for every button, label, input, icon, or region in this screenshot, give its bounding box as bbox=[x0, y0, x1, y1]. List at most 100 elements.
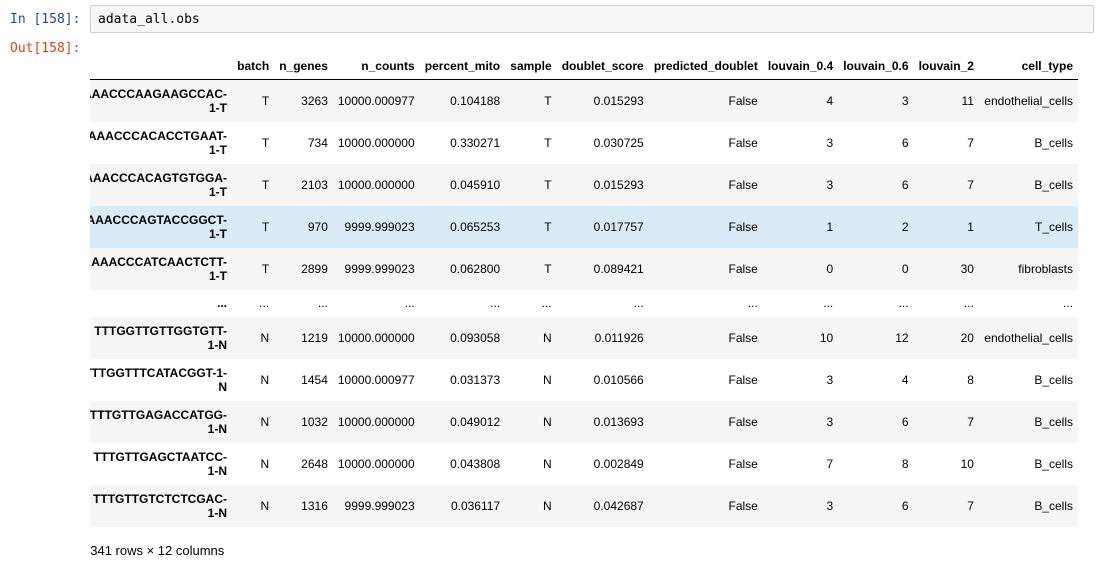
col-header-n-genes: n_genes bbox=[274, 52, 333, 80]
cell-louvain-0-6: 6 bbox=[901, 414, 909, 429]
cell-predicted-doublet: False bbox=[728, 135, 758, 150]
cell-percent-mito: 0.062800 bbox=[450, 261, 501, 276]
cell-n-counts: 9999.999023 bbox=[344, 498, 415, 513]
row-index: AAACCCACACCTGAAT- 1-T bbox=[90, 122, 232, 164]
table-row: AAACCCACACCTGAAT- 1-T T 734 10000.000000 0.33… bbox=[90, 121, 1078, 164]
code-cell-input[interactable]: adata_all.obs bbox=[90, 5, 1094, 33]
cell-batch: T bbox=[261, 261, 270, 276]
cell-predicted-doublet: False bbox=[728, 498, 758, 513]
cell-louvain-0-4: 7 bbox=[826, 456, 834, 471]
table-row: .................................... bbox=[90, 289, 1078, 317]
cell-n-genes: 1032 bbox=[301, 414, 328, 429]
cell-cell-type: endothelial_cells bbox=[984, 330, 1073, 345]
cell-cell-type: B_cells bbox=[1034, 456, 1073, 471]
cell-n-genes: 2648 bbox=[301, 456, 328, 471]
row-index-line-2: 1-T bbox=[209, 100, 227, 115]
cell-louvain-0-6: 2 bbox=[901, 219, 909, 234]
cell-louvain-0-4: 1 bbox=[826, 219, 834, 234]
cell-n-genes: 3263 bbox=[301, 93, 328, 108]
table-row: AAACCCACAGTGTGGA- 1-T T 2103 10000.000000 0.0… bbox=[90, 163, 1078, 206]
cell-doublet-score: 0.089421 bbox=[593, 261, 644, 276]
col-header-louvain-0-6: louvain_0.6 bbox=[838, 52, 914, 80]
row-index-line-1: TTTGGTTTCATACGGT-1- bbox=[90, 365, 227, 380]
row-index-line-1: ... bbox=[216, 296, 227, 310]
row-index-line-2: 1-T bbox=[209, 268, 227, 283]
cell-louvain-2: 8 bbox=[967, 372, 974, 387]
cell-doublet-score: ... bbox=[633, 296, 644, 310]
cell-louvain-0-6: 6 bbox=[901, 135, 909, 150]
cell-cell-type: B_cells bbox=[1034, 498, 1073, 513]
cell-n-genes: 2899 bbox=[301, 261, 328, 276]
cell-louvain-2: 10 bbox=[960, 456, 974, 471]
cell-sample: T bbox=[544, 135, 552, 150]
output-prompt: Out[158]: bbox=[10, 41, 81, 56]
cell-batch: T bbox=[261, 219, 270, 234]
row-index-line-1: TTTGTTGAGCTAATCC- bbox=[93, 449, 227, 464]
row-index-line-2: N bbox=[218, 379, 227, 394]
cell-cell-type: B_cells bbox=[1034, 372, 1073, 387]
dataframe-output: batch n_genes n_counts percent_mito samp… bbox=[90, 52, 1090, 527]
cell-sample: N bbox=[542, 498, 552, 513]
row-index-line-2: 1-N bbox=[207, 337, 227, 352]
col-header-percent-mito: percent_mito bbox=[419, 52, 506, 80]
cell-doublet-score: 0.013693 bbox=[593, 414, 644, 429]
cell-n-counts: 10000.000000 bbox=[337, 456, 415, 471]
row-index-line-2: 1-N bbox=[207, 463, 227, 478]
cell-cell-type: endothelial_cells bbox=[984, 93, 1073, 108]
cell-n-genes: ... bbox=[317, 296, 328, 310]
cell-louvain-0-6: 6 bbox=[901, 177, 909, 192]
dataframe-shape-text: 5341 rows × 12 columns bbox=[90, 543, 225, 558]
cell-predicted-doublet: False bbox=[728, 372, 758, 387]
col-header-batch: batch bbox=[232, 52, 275, 80]
cell-n-counts: 9999.999023 bbox=[344, 261, 415, 276]
col-header-louvain-0-4: louvain_0.4 bbox=[762, 52, 839, 80]
cell-batch: N bbox=[260, 456, 270, 471]
col-header-predicted-doublet: predicted_doublet bbox=[648, 52, 763, 80]
row-index: ... bbox=[90, 290, 232, 317]
cell-n-genes: 1219 bbox=[301, 330, 328, 345]
cell-louvain-0-4: 3 bbox=[826, 414, 834, 429]
cell-sample: T bbox=[544, 219, 552, 234]
row-index: AAACCCATCAACTCTT- 1-T bbox=[90, 248, 232, 290]
row-index-line-1: AAACCCATCAACTCTT- bbox=[91, 254, 227, 269]
cell-batch: N bbox=[260, 498, 270, 513]
cell-louvain-0-6: 4 bbox=[901, 372, 909, 387]
cell-percent-mito: 0.045910 bbox=[450, 177, 501, 192]
cell-predicted-doublet: False bbox=[728, 414, 758, 429]
cell-predicted-doublet: False bbox=[728, 177, 758, 192]
cell-louvain-2: 7 bbox=[967, 498, 974, 513]
cell-percent-mito: 0.065253 bbox=[450, 219, 501, 234]
cell-sample: ... bbox=[541, 296, 552, 310]
cell-louvain-0-4: 3 bbox=[826, 135, 834, 150]
row-index-line-2: 1-T bbox=[209, 226, 227, 241]
row-index-line-1: AAACCCAAGAAGCCAC- bbox=[90, 86, 227, 101]
cell-cell-type: ... bbox=[1062, 296, 1073, 310]
row-index-line-2: 1-T bbox=[209, 184, 227, 199]
row-index-line-1: TTTGGTTGTTGGTGTT- bbox=[94, 323, 227, 338]
cell-predicted-doublet: False bbox=[728, 219, 758, 234]
cell-louvain-0-6: 0 bbox=[901, 261, 909, 276]
index-header bbox=[90, 52, 232, 80]
cell-n-counts: 10000.000000 bbox=[337, 414, 415, 429]
cell-batch: T bbox=[261, 177, 270, 192]
cell-n-genes: 1316 bbox=[301, 498, 328, 513]
row-index: TTTGTTGAGCTAATCC- 1-N bbox=[90, 443, 232, 485]
cell-percent-mito: 0.043808 bbox=[450, 456, 501, 471]
cell-louvain-2: 7 bbox=[967, 414, 974, 429]
row-index: TTTGTTGAGACCATGG- 1-N bbox=[90, 401, 232, 443]
cell-doublet-score: 0.015293 bbox=[593, 93, 644, 108]
row-index-line-2: 1-N bbox=[207, 421, 227, 436]
cell-doublet-score: 0.010566 bbox=[593, 372, 644, 387]
cell-louvain-2: 1 bbox=[967, 219, 974, 234]
cell-louvain-0-6: 3 bbox=[901, 93, 909, 108]
cell-predicted-doublet: False bbox=[728, 456, 758, 471]
cell-louvain-2: 7 bbox=[967, 135, 974, 150]
cell-cell-type: fibroblasts bbox=[1018, 261, 1073, 276]
row-index: TTTGGTTTCATACGGT-1- N bbox=[90, 359, 232, 401]
cell-percent-mito: 0.036117 bbox=[450, 498, 501, 513]
cell-n-genes: 734 bbox=[307, 135, 328, 150]
cell-n-counts: 10000.000977 bbox=[337, 372, 415, 387]
cell-sample: N bbox=[542, 330, 552, 345]
cell-percent-mito: 0.330271 bbox=[450, 135, 501, 150]
row-index-line-2: 1-T bbox=[209, 142, 227, 157]
